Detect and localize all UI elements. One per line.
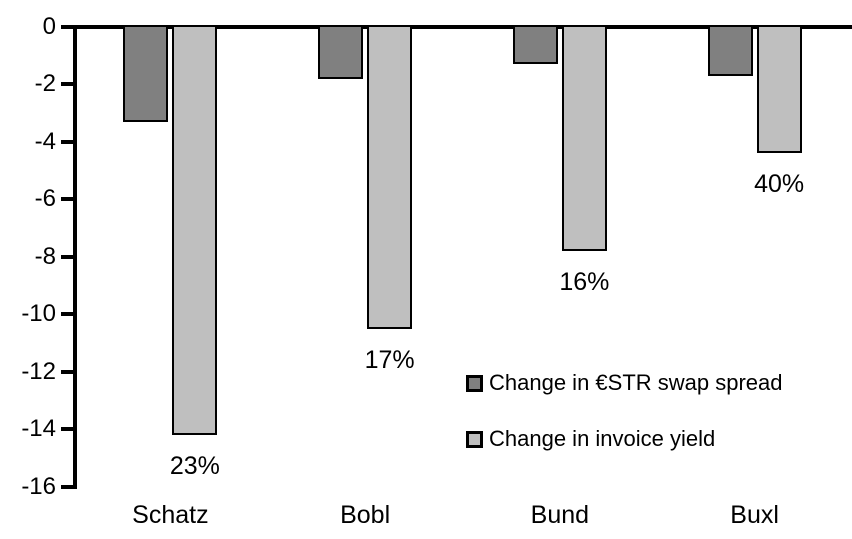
y-tick-label-0: 0 [42,13,56,40]
y-tick-label--10: -10 [21,300,56,328]
x-axis-zero-line [73,25,852,29]
bar-change-in-str-swap-spread-bobl [318,27,364,79]
category-label-bobl: Bobl [340,501,391,529]
y-tick--2 [61,82,73,87]
y-axis-line [73,25,77,489]
y-tick--16 [61,484,73,489]
bar-change-in-invoice-yield-schatz [172,27,218,435]
bar-change-in-invoice-yield-buxl [756,27,802,154]
category-label-schatz: Schatz [132,501,209,529]
legend-swatch-invoice-yield-icon [466,430,483,448]
bar-change-in-invoice-yield-bobl [367,27,413,329]
bar-change-in-str-swap-spread-bund [512,27,558,65]
legend-label-invoice-yield: Change in invoice yield [489,426,716,451]
legend-item-invoice-yield: Change in invoice yield [466,427,783,451]
legend: Change in €STR swap spread Change in inv… [466,371,783,483]
bar-label-bund: 16% [559,268,610,297]
y-tick--8 [61,254,73,259]
y-tick--14 [61,427,73,432]
bar-label-bobl: 17% [364,345,415,374]
y-tick-label--2: -2 [34,70,56,98]
y-tick-label--6: -6 [34,185,56,213]
category-label-bund: Bund [530,501,590,529]
category-label-buxl: Buxl [730,501,779,529]
bar-change-in-invoice-yield-bund [561,27,607,252]
legend-item-swap-spread: Change in €STR swap spread [466,371,783,395]
y-tick-label--4: -4 [34,127,56,155]
y-tick-label--12: -12 [21,357,56,385]
bar-label-buxl: 40% [754,170,805,199]
y-tick--4 [61,139,73,144]
bar-change-in-str-swap-spread-schatz [123,27,169,122]
bar-change-in-str-swap-spread-buxl [707,27,753,76]
y-tick--12 [61,369,73,374]
y-tick-0 [61,25,73,29]
legend-swatch-swap-spread-icon [466,374,483,392]
y-tick-label--14: -14 [21,415,56,443]
y-tick-label--16: -16 [21,472,56,500]
legend-label-swap-spread: Change in €STR swap spread [489,370,783,395]
bar-label-schatz: 23% [169,451,220,480]
y-tick--10 [61,312,73,317]
y-tick-label--8: -8 [34,242,56,270]
y-tick--6 [61,197,73,202]
